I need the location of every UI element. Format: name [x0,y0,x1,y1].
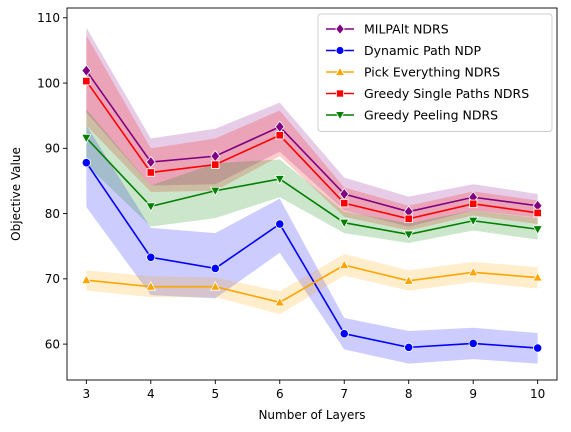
legend-marker-pick-everything-ndrs [334,66,346,76]
x-axis-label: Number of Layers [258,408,365,422]
point-dynamic-path-ndp [533,343,543,353]
point-greedy-peeling-ndrs [209,186,221,197]
point-greedy-peeling-ndrs [532,225,543,235]
point-dynamic-path-ndp [404,342,414,352]
point-dynamic-path-ndp [81,158,91,168]
x-tick-label: 9 [469,387,477,401]
point-greedy-single-paths-ndrs [211,160,220,169]
point-pick-everything-ndrs [403,275,415,285]
legend-marker-greedy-single-paths-ndrs [336,89,344,98]
legend-marker-milpalt-ndrs [335,23,345,35]
y-tick-label: 70 [45,272,60,286]
line-pick-everything-ndrs [86,264,538,304]
x-tick-label: 7 [340,387,348,401]
line-milpalt-ndrs [85,70,538,213]
point-dynamic-path-ndp [210,263,220,273]
x-tick-label: 4 [147,387,155,401]
point-pick-everything-ndrs [209,281,221,291]
x-tick-label: 10 [530,387,545,401]
line-greedy-peeling-ndrs [85,137,538,236]
point-greedy-single-paths-ndrs [275,131,284,140]
legend-label-pick-everything-ndrs: Pick Everything NDRS [364,65,500,80]
plot-frame [66,7,558,381]
legend-marker-dynamic-path-ndp [335,46,345,55]
series-lines [85,70,538,349]
legend-label-greedy-single-paths-ndrs: Greedy Single Paths NDRS [364,86,529,101]
x-tick-label: 3 [83,387,91,401]
band-greedy-single-paths-ndrs [86,35,538,231]
legend-box [317,13,553,132]
band-milpalt-ndrs [86,27,538,227]
point-greedy-single-paths-ndrs [82,76,91,86]
point-greedy-single-paths-ndrs [340,198,349,208]
legend-label-greedy-peeling-ndrs: Greedy Peeling NDRS [364,108,498,123]
legend-label-dynamic-path-ndp: Dynamic Path NDP [364,43,482,58]
y-axis-label: Objective Value [9,147,23,241]
x-tick-label: 5 [211,387,219,401]
point-dynamic-path-ndp [146,252,156,262]
y-tick-label: 110 [37,11,60,25]
series-markers [81,64,543,353]
line-greedy-single-paths-ndrs [85,80,538,220]
legend-label-milpalt-ndrs: MILPAlt NDRS [364,22,449,37]
point-greedy-peeling-ndrs [403,230,415,241]
point-pick-everything-ndrs [338,259,350,270]
point-dynamic-path-ndp [468,338,478,349]
point-pick-everything-ndrs [532,271,543,282]
point-dynamic-path-ndp [339,329,349,339]
y-tick-label: 80 [45,207,60,221]
axes: 3 4 5 6 7 8 9 10 60 70 80 90 100 110 [37,7,558,401]
point-greedy-single-paths-ndrs [146,168,155,177]
x-tick-label: 6 [276,387,284,401]
point-pick-everything-ndrs [467,266,479,277]
point-dynamic-path-ndp [275,219,285,229]
point-greedy-peeling-ndrs [274,175,286,185]
point-greedy-peeling-ndrs [145,202,157,213]
point-milpalt-ndrs [81,64,92,77]
y-tick-label: 60 [45,337,60,351]
point-pick-everything-ndrs [81,274,92,285]
band-dynamic-path-ndp [86,125,538,364]
point-greedy-peeling-ndrs [81,133,92,144]
legend: MILPAlt NDRS Dynamic Path NDP Pick Everyth… [317,13,553,132]
x-tick-label: 8 [405,387,413,401]
point-greedy-single-paths-ndrs [404,214,413,223]
line-dynamic-path-ndp [85,162,538,349]
point-pick-everything-ndrs [145,281,157,291]
point-greedy-peeling-ndrs [467,216,479,227]
band-greedy-peeling-ndrs [86,109,538,243]
y-tick-label: 90 [45,142,60,156]
legend-marker-greedy-peeling-ndrs [334,111,346,121]
point-greedy-single-paths-ndrs [469,199,478,208]
point-milpalt-ndrs [145,155,156,169]
y-tick-label: 100 [37,76,60,90]
point-greedy-peeling-ndrs [338,218,350,229]
point-pick-everything-ndrs [274,296,286,307]
point-greedy-single-paths-ndrs [533,208,542,218]
